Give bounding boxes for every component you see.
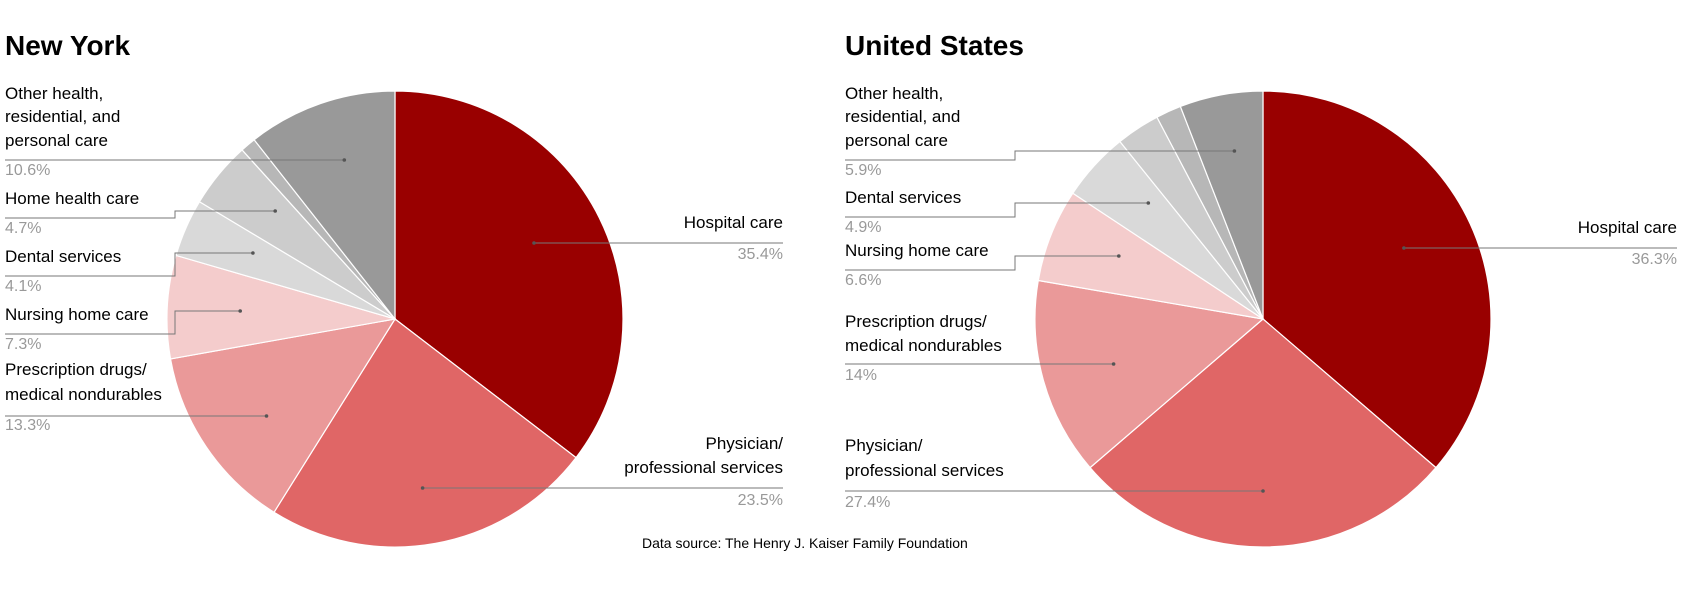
slice-percent: 10.6% xyxy=(5,162,50,179)
pie-slice xyxy=(1034,279,1265,469)
slice-label: Nursing home care xyxy=(5,305,149,324)
pie-slice xyxy=(169,318,397,514)
slice-label: Hospital care xyxy=(1578,218,1677,237)
pie-slice xyxy=(1179,90,1264,320)
leader-dot xyxy=(532,241,536,245)
leader-line xyxy=(5,310,241,335)
pie-slice xyxy=(166,254,396,360)
slice-label: Physician/ xyxy=(706,434,784,453)
slice-label: Prescription drugs/ xyxy=(5,360,147,379)
pie-slice xyxy=(1262,90,1492,469)
slice-label: Home health care xyxy=(5,189,139,208)
leader-dot xyxy=(1402,246,1406,250)
leader-dot xyxy=(1232,149,1237,153)
slice-label: residential, and xyxy=(5,107,120,126)
slice-percent: 27.4% xyxy=(845,494,890,511)
slice-label: Prescription drugs/ xyxy=(845,312,987,331)
slice-label: Hospital care xyxy=(684,213,783,232)
leader-line xyxy=(845,150,1235,161)
slice-percent: 7.3% xyxy=(5,336,41,353)
leader-dot xyxy=(251,251,255,255)
chart-title: New York xyxy=(5,30,130,61)
leader-dot xyxy=(273,209,278,213)
slice-label: Dental services xyxy=(5,247,121,266)
slice-percent: 14% xyxy=(845,367,877,384)
leader-line xyxy=(845,255,1119,271)
slice-percent: 4.7% xyxy=(5,220,41,237)
pie-slice xyxy=(1089,318,1437,548)
leader-dot xyxy=(342,158,347,162)
leader-line xyxy=(845,202,1149,218)
slice-percent: 13.3% xyxy=(5,417,50,434)
slice-label: Physician/ xyxy=(845,436,923,455)
slice-label: Dental services xyxy=(845,188,961,207)
chart-title: United States xyxy=(845,30,1024,61)
slice-percent: 23.5% xyxy=(738,492,783,509)
pie-slice xyxy=(273,318,577,548)
leader-dot xyxy=(1146,201,1151,205)
pie-slice xyxy=(253,90,396,321)
slice-label: professional services xyxy=(624,458,783,477)
leader-dot xyxy=(1117,254,1121,258)
slice-label: Nursing home care xyxy=(845,241,989,260)
leader-dot xyxy=(1261,489,1265,493)
leader-dot xyxy=(238,309,242,313)
leader-dot xyxy=(264,414,269,418)
slice-percent: 5.9% xyxy=(845,162,881,179)
slice-percent: 4.9% xyxy=(845,219,881,236)
slice-label: personal care xyxy=(845,131,948,150)
slice-percent: 36.3% xyxy=(1632,251,1677,268)
leader-dot xyxy=(420,486,425,490)
slice-percent: 6.6% xyxy=(845,272,881,289)
slice-percent: 4.1% xyxy=(5,278,41,295)
leader-line xyxy=(5,252,253,277)
slice-label: Other health, xyxy=(5,84,103,103)
slice-label: residential, and xyxy=(845,107,960,126)
slice-label: medical nondurables xyxy=(5,385,162,404)
leader-line xyxy=(5,210,276,219)
slice-label: medical nondurables xyxy=(845,336,1002,355)
slice-percent: 35.4% xyxy=(738,246,783,263)
slice-label: personal care xyxy=(5,131,108,150)
pie-slice xyxy=(394,90,624,459)
leader-dot xyxy=(1111,362,1116,366)
slice-label: Other health, xyxy=(845,84,943,103)
slice-label: professional services xyxy=(845,461,1004,480)
source-note: Data source: The Henry J. Kaiser Family … xyxy=(642,535,968,551)
